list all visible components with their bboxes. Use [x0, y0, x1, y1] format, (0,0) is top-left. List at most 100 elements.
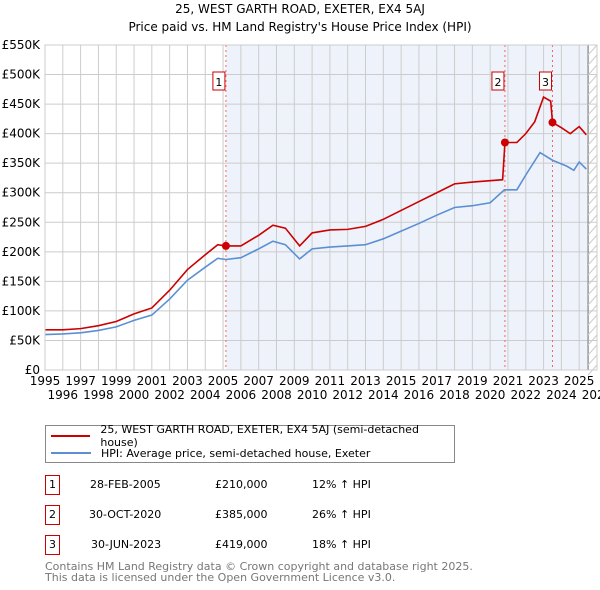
x-tick-label: 1995 — [30, 374, 61, 388]
footer-licence: This data is licensed under the Open Gov… — [45, 571, 396, 584]
sale-badge: 1 — [45, 475, 60, 495]
sale-price: £385,000 — [215, 508, 268, 521]
x-tick-label: 2000 — [119, 388, 150, 402]
hatch-line — [587, 94, 598, 106]
x-tick-label: 2005 — [208, 374, 239, 388]
hatch-line — [587, 184, 598, 196]
sale-hpi: 12% ↑ HPI — [312, 478, 371, 491]
x-tick-label: 2009 — [279, 374, 310, 388]
hatch-line — [587, 84, 598, 96]
chart-title: 25, WEST GARTH ROAD, EXETER, EX4 5AJ — [175, 2, 425, 16]
x-tick-label: 2016 — [404, 388, 435, 402]
hatch-line — [587, 294, 598, 306]
sale-date: 30-OCT-2020 — [89, 508, 162, 521]
y-tick-label: £350K — [2, 156, 42, 170]
x-tick-label: 2011 — [315, 374, 346, 388]
x-tick-label: 2025 — [564, 374, 595, 388]
sale-label-box — [491, 71, 505, 91]
hatch-line — [587, 314, 598, 326]
y-tick-label: £450K — [2, 97, 42, 111]
x-tick-label: 2018 — [439, 388, 470, 402]
hatch-line — [587, 264, 598, 276]
y-tick-label: £150K — [2, 274, 42, 288]
x-tick-label: 2002 — [154, 388, 185, 402]
hatch-line — [587, 114, 598, 126]
hatch-line — [587, 194, 598, 206]
hatch-line — [587, 154, 598, 166]
x-tick-label: 2012 — [332, 388, 363, 402]
sale-badge: 2 — [45, 505, 60, 525]
hatch-line — [587, 284, 598, 296]
x-tick-label: 2013 — [350, 374, 381, 388]
sale-row: 3 30-JUN-2023 £419,000 18% ↑ HPI — [45, 535, 465, 555]
legend-label: HPI: Average price, semi-detached house,… — [101, 446, 371, 460]
x-tick-label: 2026 — [582, 388, 600, 402]
x-tick-label: 1996 — [48, 388, 79, 402]
y-tick-label: £100K — [2, 304, 42, 318]
hatch-line — [587, 304, 598, 316]
sale-hpi: 26% ↑ HPI — [312, 508, 371, 521]
y-tick-label: £400K — [2, 127, 42, 141]
x-tick-label: 2014 — [368, 388, 399, 402]
y-tick-label: £500K — [2, 68, 42, 82]
hatch-line — [587, 254, 598, 266]
sale-badge: 3 — [45, 535, 60, 555]
hatch-line — [587, 74, 598, 86]
hatch-line — [587, 174, 598, 186]
y-tick-label: £250K — [2, 215, 42, 229]
chart-subtitle: Price paid vs. HM Land Registry's House … — [128, 20, 471, 34]
sale-label-box — [212, 71, 226, 91]
x-tick-label: 1998 — [83, 388, 114, 402]
hatch-line — [587, 54, 598, 66]
y-tick-label: £200K — [2, 245, 42, 259]
hatch-line — [587, 214, 598, 226]
hatch-line — [587, 164, 598, 176]
legend-item-property: 25, WEST GARTH ROAD, EXETER, EX4 5AJ (se… — [46, 423, 454, 449]
sale-label: 3 — [542, 76, 549, 89]
hatch-line — [587, 324, 598, 336]
x-tick-label: 2015 — [386, 374, 417, 388]
sale-price: £210,000 — [215, 478, 268, 491]
sale-row: 1 28-FEB-2005 £210,000 12% ↑ HPI — [45, 475, 465, 495]
hatch-line — [587, 64, 598, 76]
hatch-line — [587, 354, 598, 366]
x-tick-label: 1999 — [101, 374, 132, 388]
x-tick-label: 2007 — [243, 374, 274, 388]
hatch-line — [587, 124, 598, 136]
x-tick-label: 2020 — [475, 388, 506, 402]
legend-item-hpi: HPI: Average price, semi-detached house,… — [46, 445, 370, 461]
legend-label: 25, WEST GARTH ROAD, EXETER, EX4 5AJ (se… — [100, 423, 419, 449]
series-line-property — [45, 95, 587, 331]
x-tick-label: 2021 — [493, 374, 524, 388]
hatch-line — [587, 334, 598, 346]
sale-row: 2 30-OCT-2020 £385,000 26% ↑ HPI — [45, 505, 465, 525]
hatch-line — [587, 274, 598, 286]
sale-label: 2 — [494, 76, 501, 89]
x-tick-label: 2017 — [421, 374, 452, 388]
plot-frame — [44, 44, 598, 371]
sale-point — [221, 241, 230, 250]
hatch-line — [587, 134, 598, 146]
x-tick-label: 2001 — [137, 374, 168, 388]
x-tick-label: 2023 — [528, 374, 559, 388]
x-tick-label: 2010 — [297, 388, 328, 402]
x-tick-label: 2022 — [511, 388, 542, 402]
y-tick-label: £550K — [2, 38, 42, 52]
hatch-line — [587, 104, 598, 116]
x-tick-label: 2024 — [546, 388, 577, 402]
hatch-line — [587, 224, 598, 236]
sale-date: 28-FEB-2005 — [90, 478, 161, 491]
footer: Contains HM Land Registry data © Crown c… — [45, 561, 473, 583]
legend-swatch-blue — [51, 452, 91, 454]
y-tick-label: £50K — [9, 333, 41, 347]
sale-label: 1 — [215, 76, 222, 89]
x-tick-label: 2003 — [172, 374, 203, 388]
footer-copyright: Contains HM Land Registry data © Crown c… — [45, 560, 473, 573]
x-tick-label: 2008 — [261, 388, 292, 402]
x-tick-label: 2019 — [457, 374, 488, 388]
legend: 25, WEST GARTH ROAD, EXETER, EX4 5AJ (se… — [45, 423, 455, 463]
sale-price: £419,000 — [215, 538, 268, 551]
price-chart: 25, WEST GARTH ROAD, EXETER, EX4 5AJ Pri… — [2, 2, 600, 402]
y-tick-label: £300K — [2, 186, 42, 200]
